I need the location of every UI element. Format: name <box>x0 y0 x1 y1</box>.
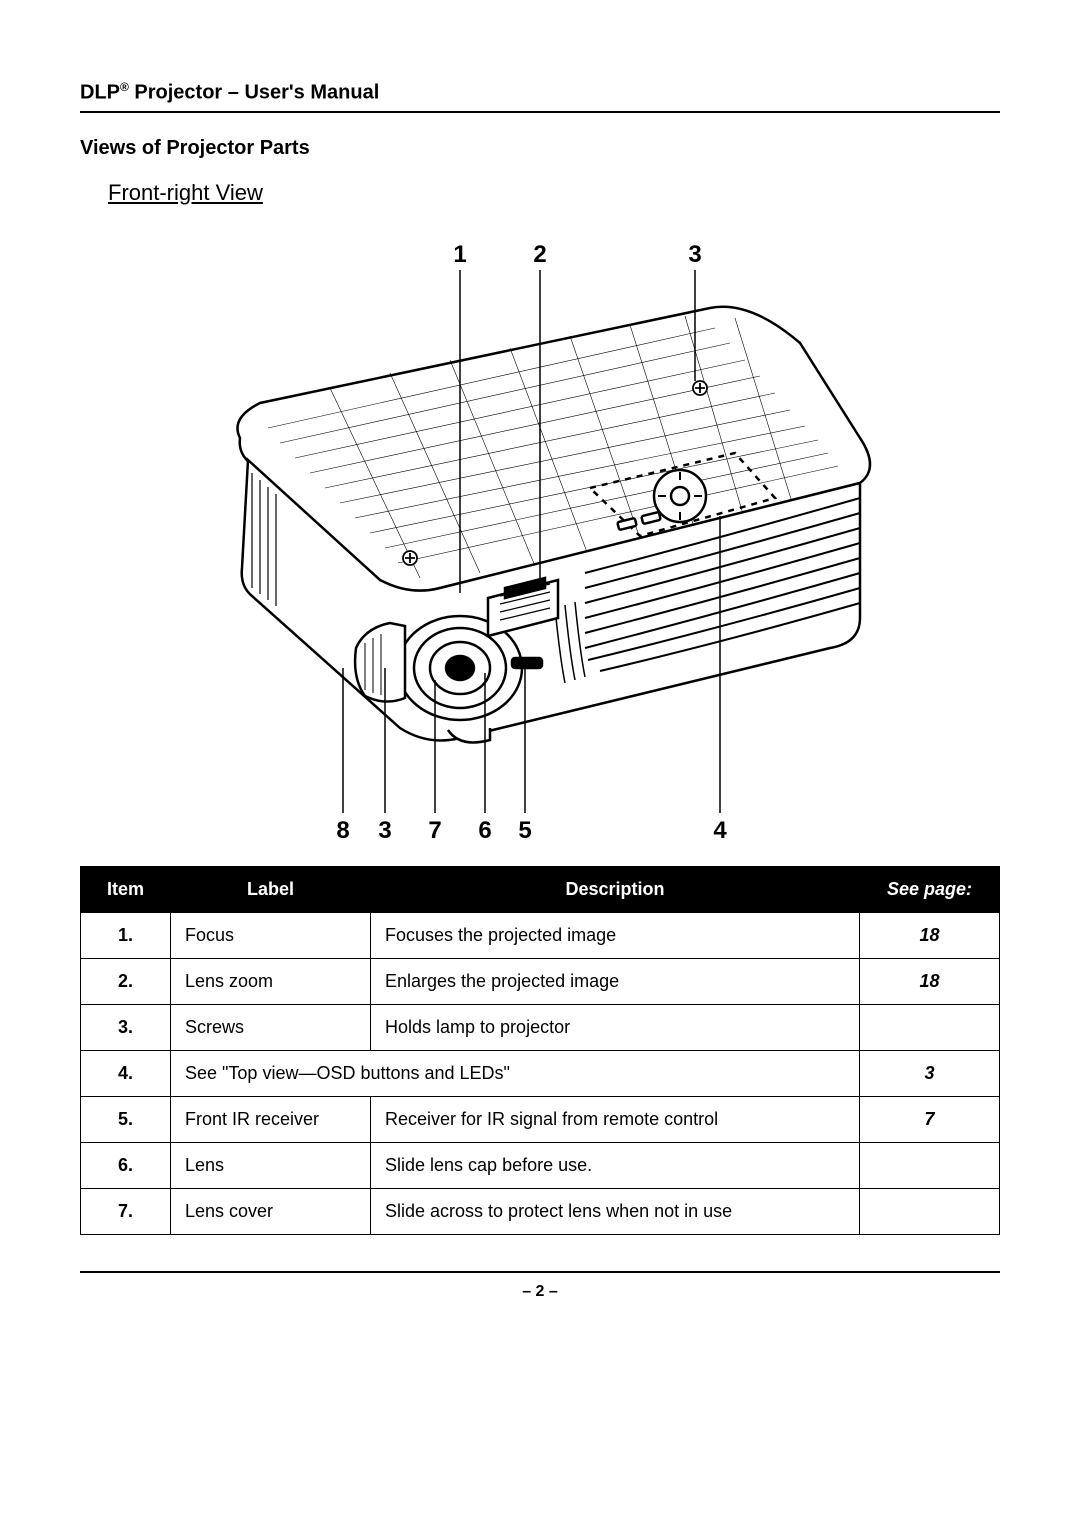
page-footer: – 2 – <box>80 1271 1000 1301</box>
table-row: 2.Lens zoomEnlarges the projected image1… <box>81 958 1000 1004</box>
brand-prefix: DLP <box>80 82 120 104</box>
cell-description: Enlarges the projected image <box>371 958 860 1004</box>
table-row: 6.LensSlide lens cap before use. <box>81 1142 1000 1188</box>
cell-item: 4. <box>81 1050 171 1096</box>
projector-diagram: 1 2 3 <box>160 228 920 848</box>
cell-page <box>860 1004 1000 1050</box>
cell-page <box>860 1188 1000 1234</box>
callout-number: 3 <box>378 817 391 844</box>
callout-number: 6 <box>478 817 491 844</box>
parts-table: Item Label Description See page: 1.Focus… <box>80 866 1000 1235</box>
cell-page <box>860 1142 1000 1188</box>
callout-number: 1 <box>453 241 466 268</box>
sub-title: Front-right View <box>108 180 1000 206</box>
cell-label: Lens <box>171 1142 371 1188</box>
th-label: Label <box>171 866 371 912</box>
cell-label: Front IR receiver <box>171 1096 371 1142</box>
th-page: See page: <box>860 866 1000 912</box>
cell-item: 6. <box>81 1142 171 1188</box>
cell-item: 7. <box>81 1188 171 1234</box>
table-row: 5.Front IR receiverReceiver for IR signa… <box>81 1096 1000 1142</box>
cell-label: Screws <box>171 1004 371 1050</box>
table-row: 1.FocusFocuses the projected image18 <box>81 912 1000 958</box>
page-number: – 2 – <box>522 1283 558 1300</box>
callout-number: 5 <box>518 817 531 844</box>
cell-description: Holds lamp to projector <box>371 1004 860 1050</box>
cell-label: Focus <box>171 912 371 958</box>
table-row: 7.Lens coverSlide across to protect lens… <box>81 1188 1000 1234</box>
th-description: Description <box>371 866 860 912</box>
brand-super: ® <box>120 80 129 94</box>
manual-page: DLP® Projector – User's Manual Views of … <box>0 0 1080 1341</box>
cell-description: Slide lens cap before use. <box>371 1142 860 1188</box>
table-header-row: Item Label Description See page: <box>81 866 1000 912</box>
cell-item: 3. <box>81 1004 171 1050</box>
callout-number: 2 <box>533 241 546 268</box>
cell-page: 18 <box>860 912 1000 958</box>
page-header: DLP® Projector – User's Manual <box>80 80 1000 113</box>
cell-page: 7 <box>860 1096 1000 1142</box>
th-item: Item <box>81 866 171 912</box>
cell-label-desc: See "Top view—OSD buttons and LEDs" <box>171 1050 860 1096</box>
table-row: 4.See "Top view—OSD buttons and LEDs"3 <box>81 1050 1000 1096</box>
callout-number: 8 <box>336 817 349 844</box>
cell-page: 3 <box>860 1050 1000 1096</box>
cell-description: Receiver for IR signal from remote contr… <box>371 1096 860 1142</box>
header-rest: Projector – User's Manual <box>129 82 379 104</box>
cell-item: 5. <box>81 1096 171 1142</box>
cell-description: Focuses the projected image <box>371 912 860 958</box>
section-title: Views of Projector Parts <box>80 137 1000 160</box>
cell-description: Slide across to protect lens when not in… <box>371 1188 860 1234</box>
callout-number: 7 <box>428 817 441 844</box>
callout-number: 3 <box>688 241 701 268</box>
table-row: 3.ScrewsHolds lamp to projector <box>81 1004 1000 1050</box>
cell-page: 18 <box>860 958 1000 1004</box>
cell-item: 1. <box>81 912 171 958</box>
cell-label: Lens cover <box>171 1188 371 1234</box>
cell-item: 2. <box>81 958 171 1004</box>
cell-label: Lens zoom <box>171 958 371 1004</box>
callout-number: 4 <box>713 817 727 844</box>
